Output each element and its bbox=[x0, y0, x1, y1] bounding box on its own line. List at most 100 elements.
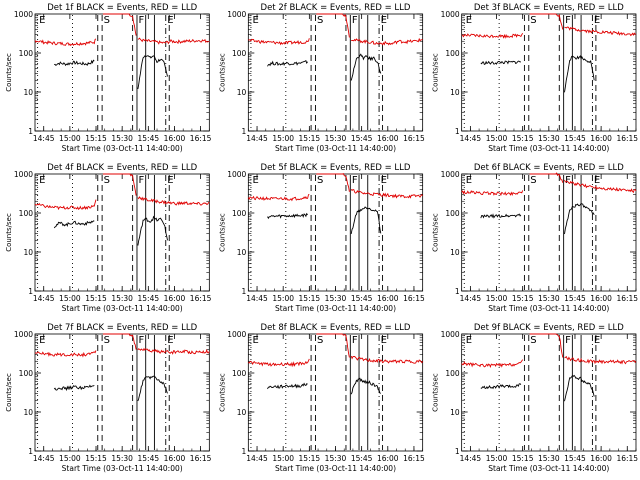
chart-title: Det 5f BLACK = Events, RED = LLD bbox=[261, 163, 411, 173]
series-line-lld bbox=[248, 358, 310, 368]
segment-marker-label: E bbox=[167, 15, 173, 26]
x-tick-label: 14:45 bbox=[33, 134, 55, 143]
series-line-lld bbox=[34, 350, 97, 358]
series-line-lld bbox=[103, 13, 137, 36]
x-tick-label: 16:15 bbox=[403, 134, 425, 143]
segment-marker-label: S bbox=[104, 15, 110, 26]
chart-panel-1: Det 1f BLACK = Events, RED = LLD 1 10 100 10… bbox=[5, 3, 212, 153]
y-axis-label: Counts/sec bbox=[5, 373, 13, 412]
plot-frame bbox=[34, 173, 210, 292]
y-tick-label: 1000 bbox=[227, 330, 246, 339]
chart-panel-3: Det 3f BLACK = Events, RED = LLD 1 10 100 10… bbox=[432, 3, 639, 153]
y-axis-label: Counts/sec bbox=[5, 53, 13, 92]
y-tick-label: 1000 bbox=[14, 170, 33, 179]
segment-marker-label: E bbox=[594, 335, 600, 346]
segment-marker-label: F bbox=[352, 15, 358, 26]
x-tick-label: 16:15 bbox=[616, 134, 638, 143]
segment-marker-label: F bbox=[565, 175, 571, 186]
y-axis-label: Counts/sec bbox=[218, 213, 226, 252]
segment-marker-label: S bbox=[104, 175, 110, 186]
chart-title: Det 6f BLACK = Events, RED = LLD bbox=[474, 163, 624, 173]
plot-frame bbox=[461, 333, 637, 452]
x-tick-label: 15:45 bbox=[564, 454, 586, 463]
x-tick-label: 16:00 bbox=[377, 134, 399, 143]
x-tick-label: 15:15 bbox=[512, 454, 534, 463]
y-tick-label: 100 bbox=[19, 209, 34, 218]
y-tick-label: 100 bbox=[19, 369, 34, 378]
series-line-events bbox=[53, 220, 95, 229]
y-tick-label: 10 bbox=[237, 248, 247, 257]
series-line-events bbox=[350, 53, 382, 81]
x-tick-label: 16:15 bbox=[403, 454, 425, 463]
y-tick-label: 100 bbox=[445, 49, 460, 58]
y-tick-label: 1 bbox=[455, 287, 460, 296]
y-tick-label: 10 bbox=[23, 88, 33, 97]
chart-panel-7: Det 7f BLACK = Events, RED = LLD 1 10 100 10… bbox=[5, 323, 212, 473]
x-tick-label: 15:00 bbox=[486, 454, 508, 463]
y-tick-label: 100 bbox=[232, 369, 247, 378]
y-tick-label: 100 bbox=[445, 369, 460, 378]
y-tick-label: 10 bbox=[450, 88, 460, 97]
x-tick-label: 15:30 bbox=[325, 134, 347, 143]
x-tick-label: 14:45 bbox=[33, 294, 55, 303]
chart-panel-9: Det 9f BLACK = Events, RED = LLD 1 10 100 10… bbox=[432, 323, 639, 473]
x-tick-label: 15:30 bbox=[325, 454, 347, 463]
x-tick-label: 15:30 bbox=[538, 134, 560, 143]
y-tick-label: 1000 bbox=[441, 170, 460, 179]
segment-marker-label: E bbox=[594, 15, 600, 26]
x-tick-label: 16:00 bbox=[590, 454, 612, 463]
series-line-events bbox=[564, 55, 595, 93]
y-tick-label: 1000 bbox=[14, 10, 33, 19]
segment-marker-label: S bbox=[530, 335, 536, 346]
series-line-events bbox=[480, 383, 522, 390]
segment-marker-label: S bbox=[317, 335, 323, 346]
segment-marker-label: E bbox=[466, 175, 472, 186]
x-tick-label: 14:45 bbox=[460, 134, 482, 143]
x-tick-label: 15:15 bbox=[512, 294, 534, 303]
x-axis-label: Start Time (03-Oct-11 14:40:00) bbox=[275, 144, 396, 153]
chart-title: Det 9f BLACK = Events, RED = LLD bbox=[474, 323, 624, 333]
segment-marker-label: E bbox=[466, 335, 472, 346]
x-tick-label: 16:15 bbox=[616, 454, 638, 463]
x-tick-label: 16:00 bbox=[377, 294, 399, 303]
chart-title: Det 8f BLACK = Events, RED = LLD bbox=[261, 323, 411, 333]
y-tick-label: 10 bbox=[237, 88, 247, 97]
x-tick-label: 16:00 bbox=[164, 134, 186, 143]
y-axis-label: Counts/sec bbox=[5, 213, 13, 252]
x-tick-label: 15:15 bbox=[85, 134, 107, 143]
segment-marker-label: F bbox=[138, 335, 144, 346]
y-tick-label: 1 bbox=[455, 447, 460, 456]
x-axis-label: Start Time (03-Oct-11 14:40:00) bbox=[488, 464, 609, 473]
y-tick-label: 1 bbox=[28, 447, 33, 456]
x-tick-label: 15:45 bbox=[351, 454, 373, 463]
y-tick-label: 1000 bbox=[14, 330, 33, 339]
y-axis-label: Counts/sec bbox=[432, 53, 440, 92]
x-tick-label: 16:15 bbox=[190, 454, 212, 463]
series-line-events bbox=[267, 382, 308, 390]
series-line-events bbox=[350, 206, 382, 234]
chart-title: Det 3f BLACK = Events, RED = LLD bbox=[474, 3, 624, 13]
series-line-lld bbox=[529, 13, 564, 30]
x-tick-label: 16:00 bbox=[377, 454, 399, 463]
x-tick-label: 16:15 bbox=[403, 294, 425, 303]
x-tick-label: 15:30 bbox=[111, 134, 133, 143]
y-tick-label: 100 bbox=[232, 209, 247, 218]
x-tick-label: 15:30 bbox=[538, 454, 560, 463]
plot-frame bbox=[461, 13, 637, 132]
segment-marker-label: E bbox=[381, 175, 387, 186]
x-tick-label: 15:45 bbox=[138, 454, 160, 463]
series-line-events bbox=[267, 212, 308, 220]
y-tick-label: 1 bbox=[242, 447, 247, 456]
series-line-lld bbox=[350, 189, 424, 199]
x-tick-label: 16:00 bbox=[164, 294, 186, 303]
x-tick-label: 14:45 bbox=[460, 294, 482, 303]
x-tick-label: 15:30 bbox=[325, 294, 347, 303]
x-tick-label: 14:45 bbox=[33, 454, 55, 463]
x-tick-label: 15:45 bbox=[138, 134, 160, 143]
x-tick-label: 15:15 bbox=[299, 454, 321, 463]
segment-marker-label: S bbox=[530, 15, 536, 26]
series-line-lld bbox=[529, 172, 564, 183]
segment-marker-label: F bbox=[565, 15, 571, 26]
segment-marker-label: F bbox=[138, 175, 144, 186]
chart-panel-6: Det 6f BLACK = Events, RED = LLD 1 10 100 10… bbox=[432, 163, 639, 313]
